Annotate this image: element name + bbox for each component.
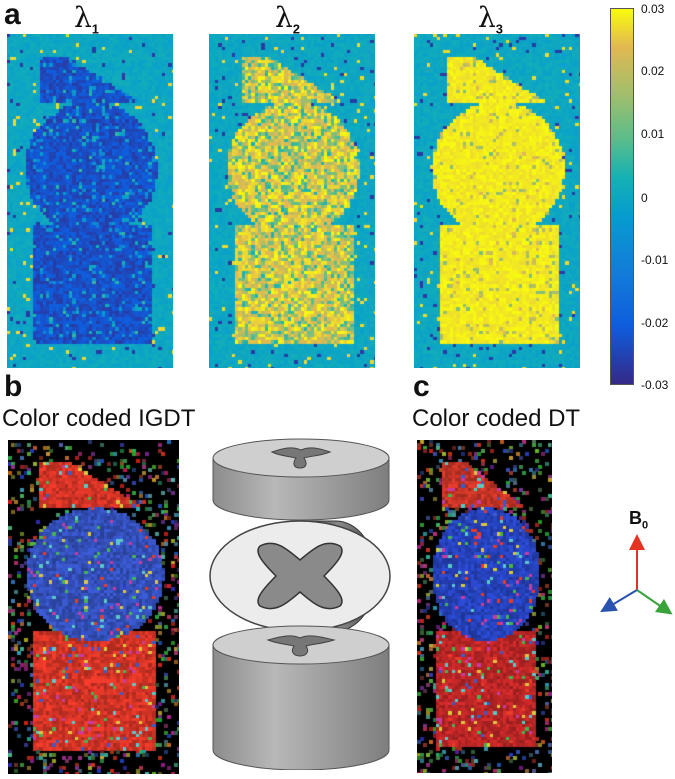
panel-letter-b: b bbox=[4, 370, 23, 403]
colorbar-tick: 0.01 bbox=[641, 127, 665, 141]
colorbar-tick: -0.01 bbox=[641, 253, 669, 267]
middle-disk bbox=[209, 520, 391, 632]
colorbar-tick: 0.03 bbox=[641, 2, 665, 16]
dt-color-map bbox=[417, 440, 552, 773]
bottom-cylinder bbox=[212, 625, 390, 770]
lambda-1-label: λ1 bbox=[74, 1, 99, 37]
b0-left-arrow bbox=[600, 589, 638, 613]
phantom-illustration bbox=[209, 438, 391, 770]
lambda-3-map bbox=[414, 34, 580, 368]
lambda-1-map bbox=[7, 34, 173, 368]
colorbar-tick: -0.02 bbox=[641, 316, 669, 330]
panel-c-title: Color coded DT bbox=[412, 405, 581, 432]
b0-label: B0 bbox=[629, 508, 649, 532]
panel-letter-a: a bbox=[4, 0, 21, 31]
panel-b-title: Color coded IGDT bbox=[2, 405, 196, 432]
b0-axes-legend bbox=[600, 534, 673, 615]
lambda-2-map bbox=[209, 34, 375, 368]
lambda-3-label: λ3 bbox=[478, 1, 503, 37]
colorbar-tick: 0.02 bbox=[641, 64, 665, 78]
colorbar bbox=[610, 8, 634, 385]
igdt-color-map bbox=[8, 440, 179, 774]
lambda-2-label: λ2 bbox=[275, 1, 300, 37]
b0-right-arrow bbox=[636, 589, 673, 615]
colorbar-tick: -0.03 bbox=[641, 378, 669, 392]
panel-letter-c: c bbox=[413, 370, 430, 403]
colorbar-tick: 0 bbox=[641, 191, 648, 205]
top-cylinder bbox=[212, 438, 390, 521]
